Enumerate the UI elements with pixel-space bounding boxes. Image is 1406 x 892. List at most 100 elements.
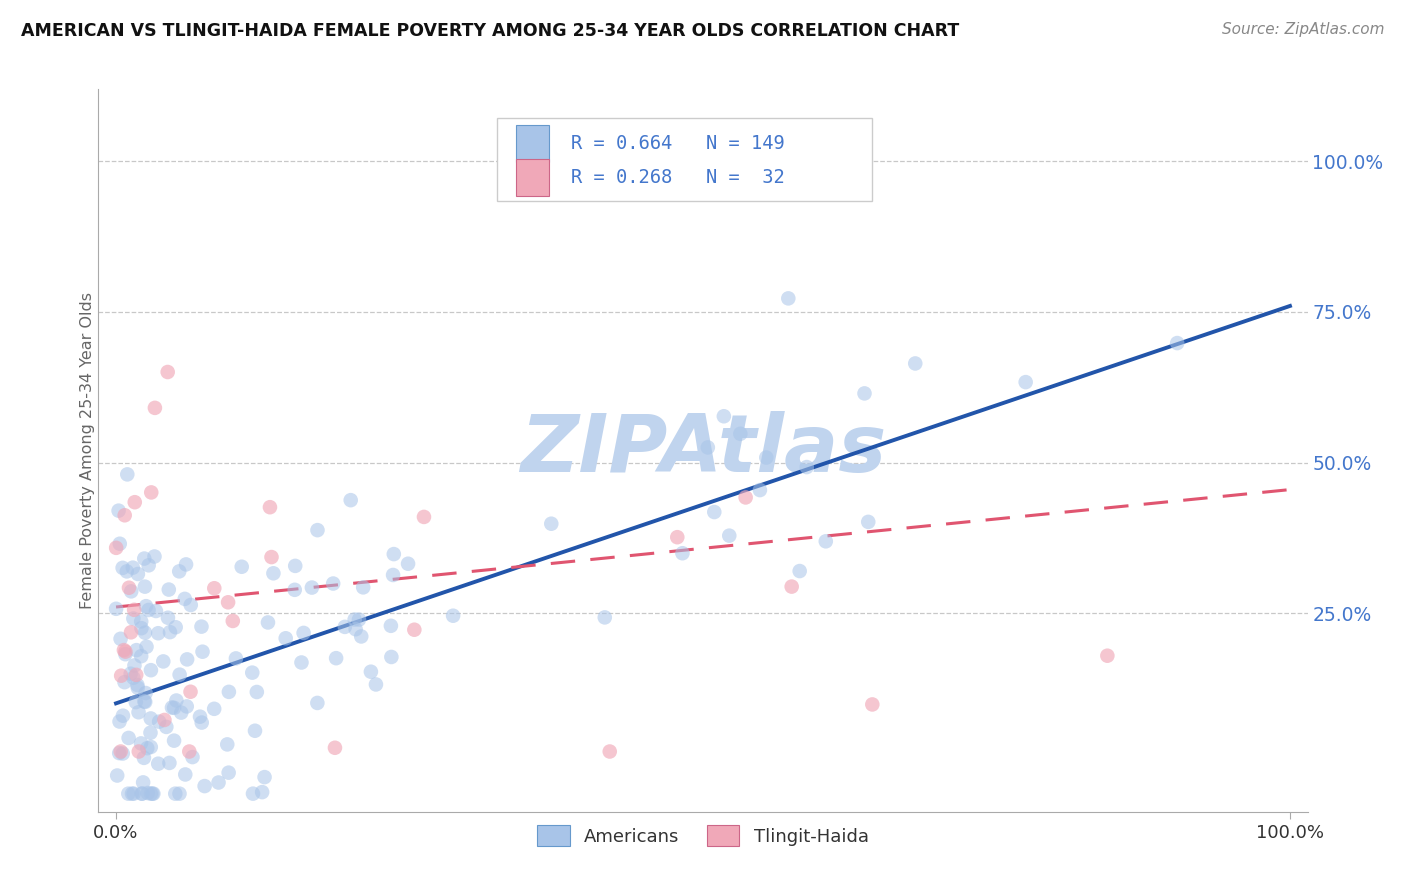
Point <box>250 785 273 799</box>
Point <box>290 656 312 670</box>
Point <box>413 510 436 524</box>
Point <box>159 625 181 640</box>
Point <box>114 645 136 659</box>
Point <box>165 787 187 801</box>
Point <box>110 669 132 683</box>
Point <box>136 786 159 800</box>
Point <box>131 621 153 635</box>
Point <box>671 546 693 560</box>
Point <box>122 611 145 625</box>
Point <box>240 665 263 680</box>
Point <box>174 558 197 572</box>
Point <box>382 568 405 582</box>
Point <box>322 576 344 591</box>
Point <box>139 739 162 754</box>
Text: AMERICAN VS TLINGIT-HAIDA FEMALE POVERTY AMONG 25-34 YEAR OLDS CORRELATION CHART: AMERICAN VS TLINGIT-HAIDA FEMALE POVERTY… <box>21 22 959 40</box>
Point <box>153 713 176 727</box>
Point <box>243 723 266 738</box>
Point <box>364 677 387 691</box>
Point <box>136 741 159 756</box>
Point <box>120 625 142 640</box>
Point <box>179 685 201 699</box>
Point <box>163 733 186 747</box>
Point <box>112 643 135 657</box>
Point <box>380 650 402 665</box>
Point <box>163 701 186 715</box>
Point <box>179 744 201 758</box>
Point <box>259 500 281 515</box>
Point <box>124 658 146 673</box>
Point <box>120 666 142 681</box>
Point <box>152 654 174 668</box>
Point <box>157 582 180 597</box>
Point <box>1097 648 1119 663</box>
Point <box>703 505 725 519</box>
Point <box>170 706 193 720</box>
Point <box>713 409 735 424</box>
Point <box>117 787 139 801</box>
Point <box>105 768 128 782</box>
Point <box>165 693 187 707</box>
Point <box>121 560 143 574</box>
Point <box>218 685 240 699</box>
Point <box>134 625 156 640</box>
Point <box>217 738 239 752</box>
Point <box>122 671 145 685</box>
Point <box>181 750 204 764</box>
Point <box>173 591 195 606</box>
Point <box>188 709 211 723</box>
Point <box>218 765 240 780</box>
Point <box>778 292 800 306</box>
Point <box>143 401 166 415</box>
Point <box>148 714 170 729</box>
Point <box>1014 375 1036 389</box>
Point <box>1166 336 1188 351</box>
Point <box>143 549 166 564</box>
Point <box>860 698 883 712</box>
Point <box>156 611 179 625</box>
Point <box>858 515 880 529</box>
Bar <box>516 125 550 162</box>
Point <box>127 681 149 695</box>
Point <box>160 700 183 714</box>
Point <box>131 787 153 801</box>
Point <box>135 599 157 614</box>
Point <box>128 744 150 758</box>
Point <box>176 652 198 666</box>
Point <box>222 614 245 628</box>
Point <box>132 751 155 765</box>
Point <box>141 485 163 500</box>
Point <box>111 747 134 761</box>
Point <box>165 620 187 634</box>
Point <box>111 561 134 575</box>
Point <box>118 581 141 595</box>
Point <box>284 582 307 597</box>
Point <box>142 787 165 801</box>
Point <box>129 649 152 664</box>
Point <box>292 626 315 640</box>
Point <box>121 787 143 801</box>
Point <box>117 467 139 482</box>
Point <box>441 608 464 623</box>
Point <box>180 598 202 612</box>
Point <box>242 787 264 801</box>
Point <box>246 685 269 699</box>
Point <box>127 678 149 692</box>
Point <box>540 516 562 531</box>
Point <box>814 534 837 549</box>
FancyBboxPatch shape <box>498 118 872 202</box>
Point <box>190 715 212 730</box>
Point <box>343 613 366 627</box>
Point <box>284 558 307 573</box>
Legend: Americans, Tlingit-Haida: Americans, Tlingit-Haida <box>530 818 876 854</box>
Point <box>127 566 149 581</box>
Point <box>323 740 346 755</box>
Point <box>748 483 770 497</box>
Point <box>111 708 134 723</box>
Point <box>730 426 752 441</box>
Point <box>139 711 162 725</box>
Point <box>105 602 128 616</box>
Point <box>217 595 239 609</box>
Point <box>599 744 621 758</box>
Bar <box>516 159 550 196</box>
